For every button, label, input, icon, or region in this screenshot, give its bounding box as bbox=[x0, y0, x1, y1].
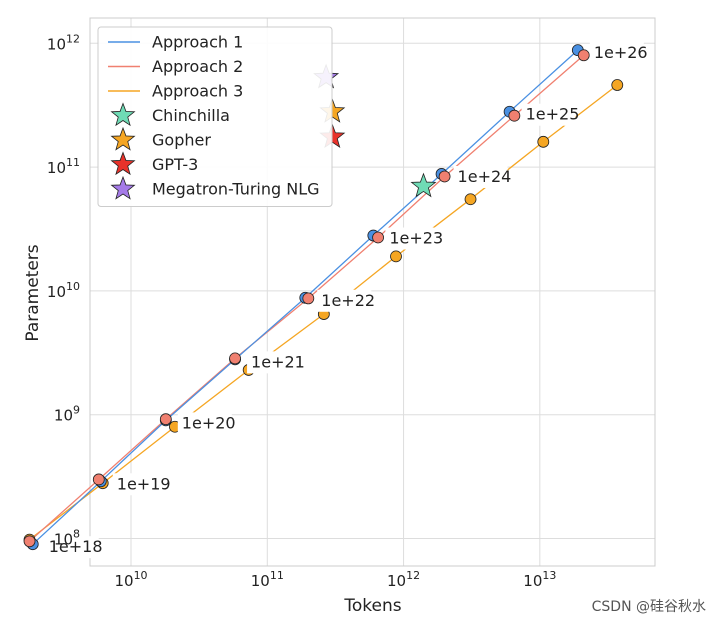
flop-labels: 1e+18 1e+19 1e+20 1e+21 1e+22 1e+23 1e+24 1e+25… bbox=[44, 42, 648, 559]
plot-frame bbox=[89, 17, 656, 567]
legend-label: Approach 3 bbox=[152, 82, 243, 101]
data-point-approach-2 bbox=[438, 170, 451, 183]
x-axis-ticks: 1010 1011 1012 1013 bbox=[114, 569, 556, 590]
legend: Approach 1 Approach 2 Approach 3 Chinchilla… bbox=[97, 26, 333, 207]
legend-label: Megatron-Turing NLG bbox=[152, 180, 320, 199]
x-tick-label: 1012 bbox=[387, 569, 420, 590]
y-tick-label: 1011 bbox=[47, 156, 80, 177]
flop-label-background bbox=[589, 42, 644, 65]
flop-label-background bbox=[521, 103, 576, 126]
legend-box bbox=[97, 26, 333, 207]
y-tick-label: 1012 bbox=[47, 32, 80, 53]
y-tick-label-base: 10 bbox=[47, 283, 66, 301]
watermark: CSDN @硅谷秋水 bbox=[591, 599, 706, 615]
x-tick-label-exponent: 10 bbox=[134, 569, 148, 582]
data-point-approach-2 bbox=[92, 473, 105, 486]
y-tick-label-base: 10 bbox=[47, 35, 66, 53]
flop-label: 1e+20 bbox=[182, 413, 236, 432]
x-tick-label-base: 10 bbox=[523, 572, 542, 590]
data-point-approach-3 bbox=[390, 250, 402, 263]
flop-label: 1e+18 bbox=[49, 537, 103, 556]
model-star-chinchilla bbox=[410, 172, 437, 198]
y-tick-label-exponent: 10 bbox=[66, 280, 80, 293]
flop-label: 1e+24 bbox=[458, 167, 512, 186]
flop-label-background bbox=[247, 351, 302, 374]
y-tick-label-exponent: 9 bbox=[73, 404, 80, 417]
x-tick-label: 1010 bbox=[114, 569, 147, 590]
legend-label: Chinchilla bbox=[152, 106, 230, 125]
data-point-approach-2 bbox=[372, 231, 384, 244]
data-point-approach-2 bbox=[302, 292, 315, 305]
series-points bbox=[23, 44, 624, 551]
flop-label-background bbox=[453, 165, 508, 188]
y-tick-label-base: 10 bbox=[54, 531, 73, 549]
x-axis-label: Tokens bbox=[343, 596, 401, 616]
flop-label: 1e+23 bbox=[389, 229, 443, 248]
y-tick-label-exponent: 8 bbox=[73, 528, 80, 541]
legend-star-swatch bbox=[110, 102, 136, 127]
y-axis-label: Parameters bbox=[23, 244, 43, 341]
flop-label-background bbox=[112, 473, 167, 496]
y-tick-label: 108 bbox=[54, 528, 80, 549]
flop-label-background bbox=[317, 289, 372, 312]
data-point-approach-2 bbox=[23, 535, 36, 548]
flop-label-background bbox=[44, 536, 99, 559]
data-point-approach-2 bbox=[508, 109, 521, 122]
legend-label: Gopher bbox=[152, 131, 211, 150]
legend-label: Approach 1 bbox=[152, 33, 243, 52]
flop-label-background bbox=[177, 412, 232, 435]
flop-label: 1e+26 bbox=[594, 43, 648, 62]
x-tick-label-exponent: 12 bbox=[406, 569, 420, 582]
data-point-approach-3 bbox=[464, 193, 477, 206]
data-point-approach-2 bbox=[229, 352, 241, 365]
legend-star-swatch bbox=[110, 175, 136, 200]
data-point-approach-3 bbox=[537, 135, 550, 148]
flop-label-background bbox=[385, 227, 440, 250]
legend-label: GPT-3 bbox=[152, 155, 198, 174]
y-tick-label: 1010 bbox=[47, 280, 80, 301]
y-tick-label-exponent: 12 bbox=[66, 32, 80, 45]
x-tick-label-exponent: 11 bbox=[270, 569, 284, 582]
x-tick-label-base: 10 bbox=[387, 572, 406, 590]
x-tick-label-base: 10 bbox=[114, 572, 133, 590]
data-point-approach-2 bbox=[159, 413, 172, 426]
x-tick-label: 1011 bbox=[251, 569, 284, 590]
x-tick-label: 1013 bbox=[523, 569, 556, 590]
data-point-approach-2 bbox=[577, 49, 590, 62]
flop-label: 1e+22 bbox=[321, 291, 375, 310]
y-tick-label-base: 10 bbox=[54, 407, 73, 425]
data-point-approach-3 bbox=[611, 79, 624, 91]
flop-label: 1e+21 bbox=[251, 352, 305, 371]
legend-star-swatch bbox=[110, 126, 136, 151]
flop-label: 1e+25 bbox=[526, 105, 580, 124]
y-tick-label-base: 10 bbox=[47, 159, 66, 177]
flop-label: 1e+19 bbox=[117, 474, 171, 493]
x-tick-label-exponent: 13 bbox=[542, 569, 556, 582]
legend-star-swatch bbox=[110, 151, 136, 176]
y-tick-label-exponent: 11 bbox=[66, 156, 80, 169]
x-tick-label-base: 10 bbox=[251, 572, 270, 590]
y-tick-label: 109 bbox=[54, 404, 80, 425]
legend-label: Approach 2 bbox=[152, 57, 243, 76]
